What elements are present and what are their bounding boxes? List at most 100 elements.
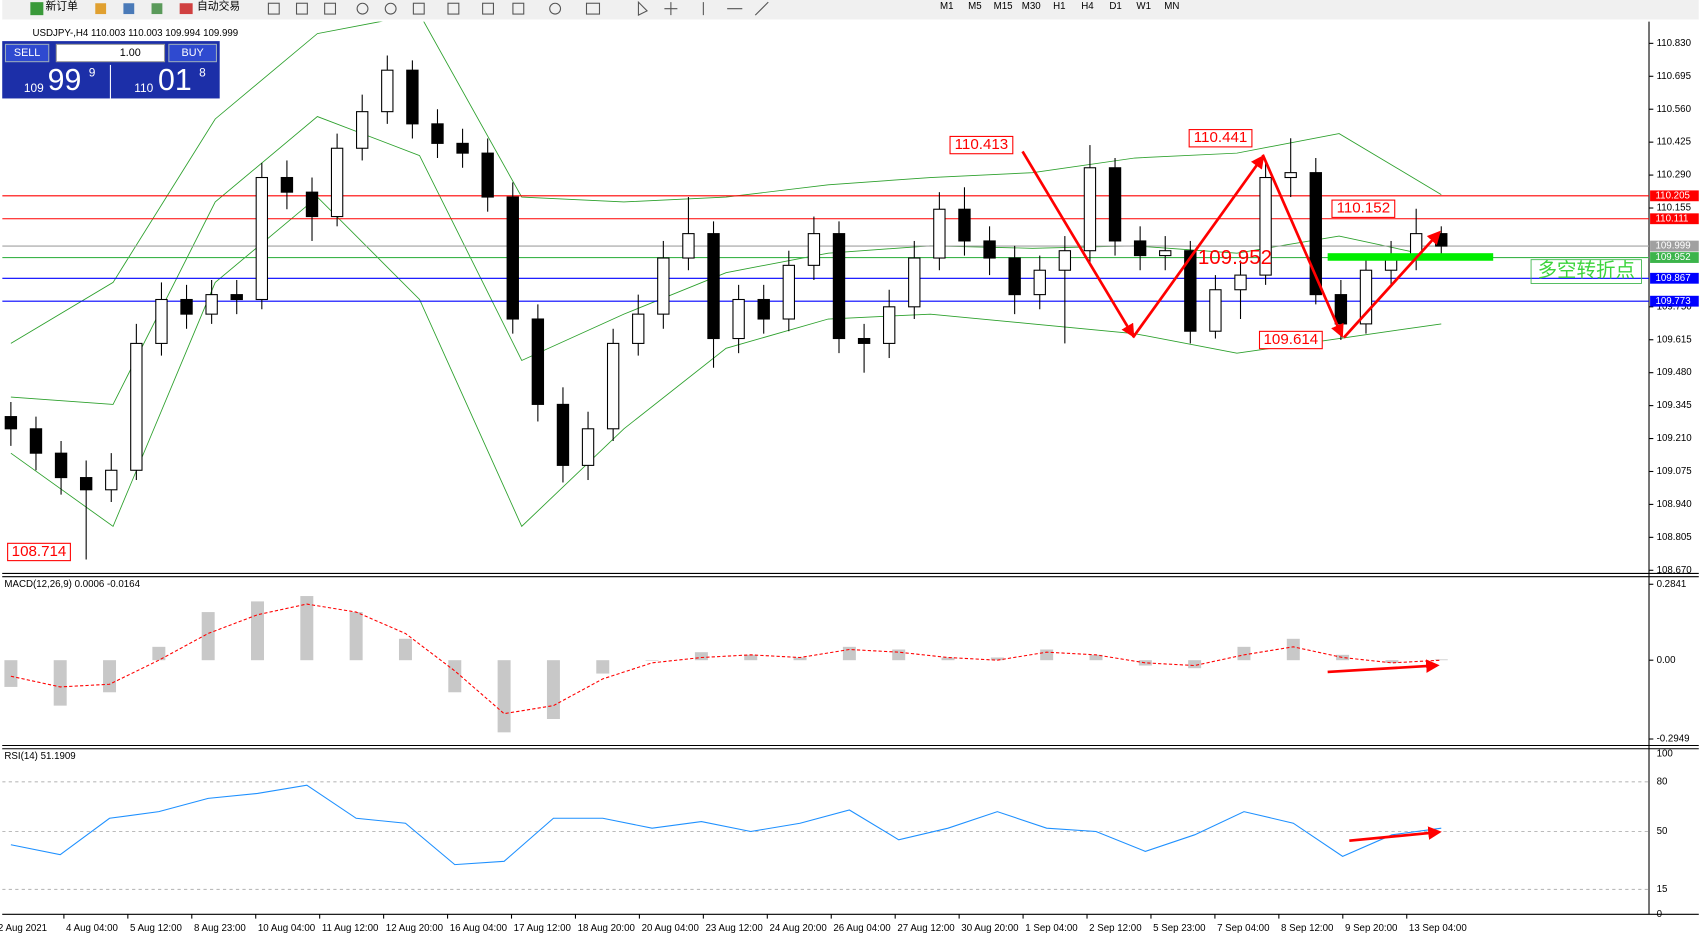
y-tick-label: 100 xyxy=(1657,749,1674,760)
tool-icon[interactable] xyxy=(549,2,562,15)
buy-label[interactable]: BUY xyxy=(182,47,204,59)
turn-level-label: 109.952 xyxy=(1198,246,1272,269)
tool-icon[interactable] xyxy=(512,2,525,15)
panel-frames xyxy=(2,21,1699,915)
sell-main: 99 xyxy=(48,64,82,97)
candle-body xyxy=(657,257,670,315)
tool-icon[interactable] xyxy=(447,2,460,15)
timeframe[interactable]: M5 xyxy=(968,1,982,12)
candle-body xyxy=(230,294,243,301)
cursor[interactable] xyxy=(637,0,648,17)
overlay: 110.830 110.695 110.560 110.425 110.290 110.1… xyxy=(0,38,1699,934)
candle-body xyxy=(305,191,319,218)
macd-bar xyxy=(1237,646,1251,661)
x-tick-label: 5 Aug 12:00 xyxy=(130,923,182,934)
timeframe[interactable]: D1 xyxy=(1109,1,1121,12)
y-tick-label: 110.560 xyxy=(1657,104,1692,115)
candle-body xyxy=(807,233,821,266)
candle-body xyxy=(4,416,18,430)
timeframe[interactable]: H4 xyxy=(1081,1,1094,12)
candle-body xyxy=(606,342,620,430)
x-tick-label: 9 Sep 20:00 xyxy=(1345,923,1398,934)
sell-big: 109 xyxy=(24,81,44,95)
timeframe[interactable]: M30 xyxy=(1022,1,1042,12)
buy-sup: 8 xyxy=(199,66,206,80)
tool-icon[interactable] xyxy=(295,2,308,15)
tool-icon[interactable] xyxy=(151,3,163,15)
level-tag xyxy=(1650,272,1699,284)
x-tick-label: 5 Sep 23:00 xyxy=(1153,923,1206,934)
tool-icon[interactable] xyxy=(95,3,107,15)
y-tick-label: 108.940 xyxy=(1657,499,1693,510)
x-tick-label: 12 Aug 20:00 xyxy=(386,923,444,934)
x-tick-label: 1 Sep 04:00 xyxy=(1025,923,1078,934)
x-tick-label: 11 Aug 12:00 xyxy=(322,923,379,934)
lot-value[interactable]: 1.00 xyxy=(120,47,141,59)
y-tick-label: 108.805 xyxy=(1657,532,1692,543)
candle-body xyxy=(556,403,570,466)
tool-icon[interactable] xyxy=(267,2,280,15)
candle-body xyxy=(456,142,469,154)
macd-bar xyxy=(892,649,906,661)
x-tick-label: 27 Aug 12:00 xyxy=(897,923,955,934)
x-tick-label: 2 Aug 2021 xyxy=(0,923,47,934)
candle-body xyxy=(857,337,871,344)
zoom-in[interactable] xyxy=(356,2,369,15)
new-order[interactable]: 新订单 xyxy=(46,0,79,12)
y-tick-label: 110.695 xyxy=(1657,71,1691,82)
tool-icon[interactable] xyxy=(123,3,135,15)
timeframe[interactable]: M1 xyxy=(940,1,954,12)
macd-bar xyxy=(497,660,511,733)
line-tools[interactable] xyxy=(702,1,769,16)
macd-bar xyxy=(546,660,560,719)
rsi-plot xyxy=(2,781,1650,890)
arrow xyxy=(1131,154,1265,339)
macd-bar xyxy=(645,660,659,661)
tool-icon[interactable] xyxy=(585,2,601,15)
y-tick-label: 110.290 xyxy=(1657,170,1692,181)
macd-bar xyxy=(103,660,117,693)
lot-input[interactable] xyxy=(55,43,166,63)
timeframe[interactable]: MN xyxy=(1164,1,1179,12)
arrow xyxy=(1349,826,1442,843)
sell-button[interactable] xyxy=(4,43,50,63)
annotation: 109.614 xyxy=(1264,331,1319,348)
y-tick-label: 108.670 xyxy=(1657,565,1693,576)
band-upper xyxy=(10,21,1442,344)
arrow xyxy=(1342,230,1441,339)
timeframe[interactable]: W1 xyxy=(1136,1,1151,12)
x-tick-label: 24 Aug 20:00 xyxy=(769,923,827,934)
candle-body xyxy=(130,342,143,471)
x-tick-label: 2 Sep 12:00 xyxy=(1089,923,1142,934)
sell-label[interactable]: SELL xyxy=(14,47,40,59)
auto-trading[interactable]: 自动交易 xyxy=(197,0,240,12)
candle-body xyxy=(1033,269,1046,296)
timeframe[interactable]: H1 xyxy=(1053,1,1065,12)
auto-trading-icon[interactable] xyxy=(179,3,193,15)
macd-title: MACD(12,26,9) 0.0006 -0.0164 xyxy=(4,579,140,590)
annotation-box xyxy=(1188,129,1253,148)
tool-icon[interactable] xyxy=(324,2,337,15)
tool-icon[interactable] xyxy=(412,2,425,15)
rsi-title: RSI(14) 51.1909 xyxy=(4,751,75,762)
candle-body xyxy=(958,208,971,242)
tool-icon[interactable] xyxy=(482,2,494,15)
zoom-out[interactable] xyxy=(384,2,397,15)
candle-body xyxy=(280,176,294,193)
macd-bar xyxy=(596,660,610,674)
turn-zone xyxy=(1327,253,1494,261)
crosshair[interactable] xyxy=(664,2,678,16)
rsi-line xyxy=(10,784,1442,866)
annotation: 110.441 xyxy=(1194,129,1248,146)
annotation-box xyxy=(7,542,71,562)
new-order-icon[interactable] xyxy=(30,2,44,16)
level-label: 110.205 xyxy=(1655,190,1689,201)
timeframe[interactable]: M15 xyxy=(994,1,1013,12)
x-tick-label: 8 Aug 23:00 xyxy=(194,923,246,934)
y-tick-label: 109.075 xyxy=(1657,466,1692,477)
macd-bar xyxy=(990,657,1004,661)
candle-body xyxy=(707,233,720,340)
buy-button[interactable] xyxy=(168,43,217,63)
